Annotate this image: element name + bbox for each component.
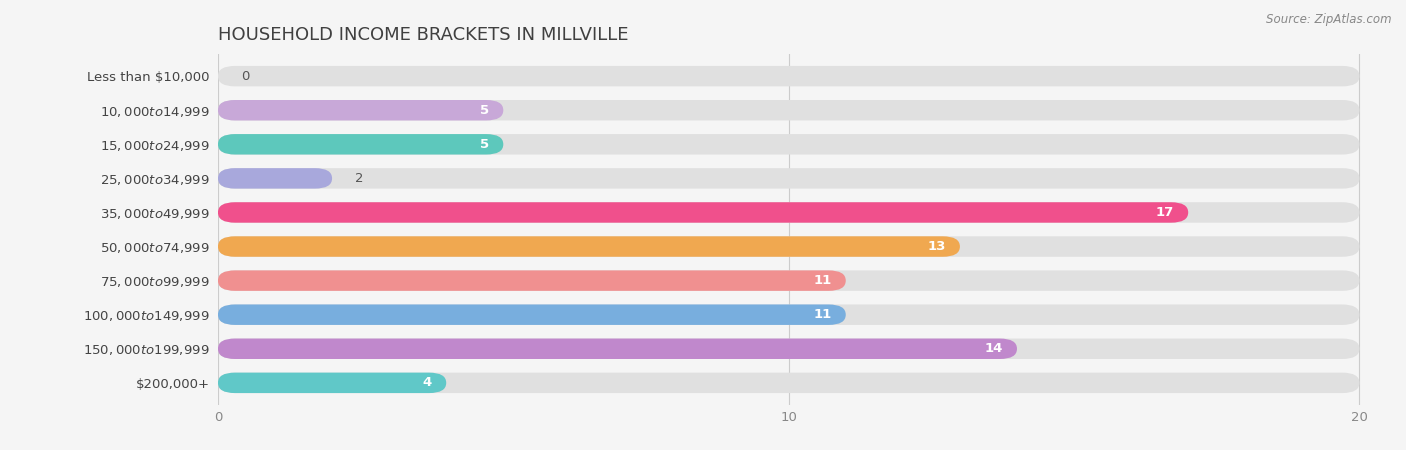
Text: 11: 11: [813, 308, 831, 321]
Text: 4: 4: [423, 376, 432, 389]
Text: 2: 2: [354, 172, 363, 185]
FancyBboxPatch shape: [218, 373, 446, 393]
FancyBboxPatch shape: [218, 168, 332, 189]
Text: 5: 5: [479, 104, 489, 117]
FancyBboxPatch shape: [218, 202, 1188, 223]
FancyBboxPatch shape: [218, 270, 1360, 291]
FancyBboxPatch shape: [218, 202, 1360, 223]
FancyBboxPatch shape: [218, 100, 1360, 121]
Text: 5: 5: [479, 138, 489, 151]
FancyBboxPatch shape: [218, 66, 1360, 86]
Text: 13: 13: [928, 240, 946, 253]
Text: Source: ZipAtlas.com: Source: ZipAtlas.com: [1267, 14, 1392, 27]
FancyBboxPatch shape: [218, 373, 1360, 393]
FancyBboxPatch shape: [218, 270, 846, 291]
Text: HOUSEHOLD INCOME BRACKETS IN MILLVILLE: HOUSEHOLD INCOME BRACKETS IN MILLVILLE: [218, 26, 628, 44]
FancyBboxPatch shape: [218, 305, 1360, 325]
FancyBboxPatch shape: [218, 305, 846, 325]
FancyBboxPatch shape: [218, 134, 503, 154]
Text: 0: 0: [240, 70, 249, 83]
FancyBboxPatch shape: [218, 100, 503, 121]
Text: 11: 11: [813, 274, 831, 287]
FancyBboxPatch shape: [218, 338, 1360, 359]
Text: 14: 14: [984, 342, 1002, 355]
FancyBboxPatch shape: [218, 236, 1360, 257]
FancyBboxPatch shape: [218, 168, 1360, 189]
FancyBboxPatch shape: [218, 134, 1360, 154]
Text: 17: 17: [1156, 206, 1174, 219]
FancyBboxPatch shape: [218, 236, 960, 257]
FancyBboxPatch shape: [218, 338, 1017, 359]
